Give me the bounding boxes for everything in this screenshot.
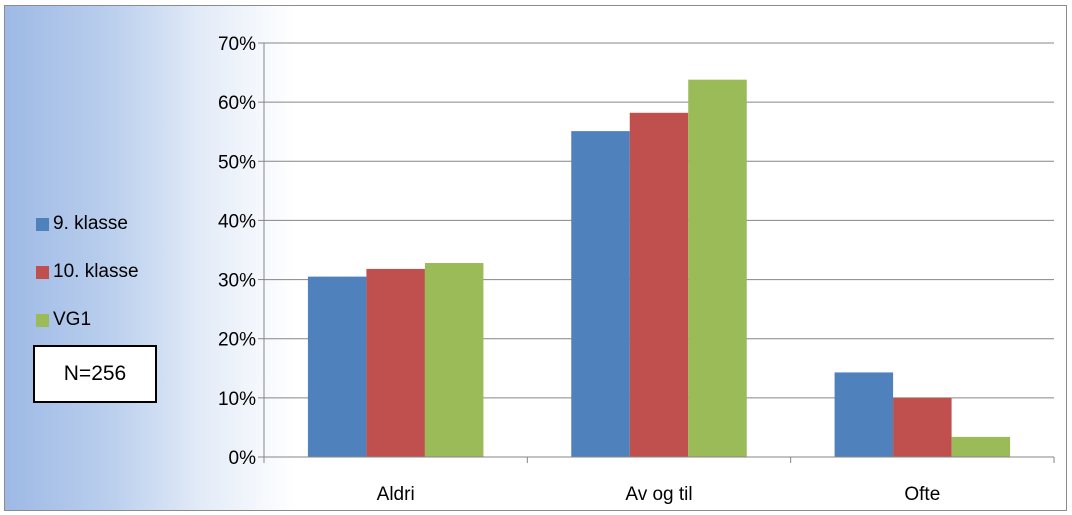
legend-item: VG1 (36, 296, 139, 344)
y-tick-label: 60% (218, 93, 256, 114)
axes (258, 42, 1055, 463)
x-category-label: Ofte (904, 484, 940, 505)
x-category-label: Aldri (377, 484, 415, 505)
bar (629, 112, 689, 457)
legend-label: 10. klasse (53, 261, 139, 282)
bars (307, 79, 1011, 457)
bar (366, 268, 425, 457)
bar (424, 263, 484, 457)
y-tick-label: 40% (218, 211, 256, 232)
y-tick-label: 70% (218, 34, 256, 55)
bar (834, 372, 894, 457)
legend-swatch (36, 217, 49, 231)
legend-swatch (36, 265, 49, 279)
bar (893, 397, 952, 457)
y-tick-label: 20% (218, 330, 256, 351)
sample-size-box: N=256 (33, 345, 157, 403)
y-tick-label: 50% (218, 152, 256, 173)
legend-item: 9. klasse (36, 200, 139, 248)
y-tick-label: 10% (218, 389, 256, 410)
x-category-label: Av og til (625, 484, 692, 505)
y-tick-label: 0% (229, 448, 257, 469)
bar (571, 131, 630, 457)
legend-swatch (36, 313, 49, 327)
bar (951, 436, 1011, 457)
legend-label: VG1 (53, 309, 92, 330)
bar (307, 276, 367, 457)
legend-item: 10. klasse (36, 248, 139, 296)
legend: 9. klasse 10. klasse VG1 (36, 200, 139, 344)
bar (688, 79, 747, 457)
legend-label: 9. klasse (53, 213, 128, 234)
y-tick-label: 30% (218, 271, 256, 292)
axis-labels: 0% 10% 20% 30% 40% 50% 60% 70% Aldri Av og til Oft… (218, 34, 940, 505)
